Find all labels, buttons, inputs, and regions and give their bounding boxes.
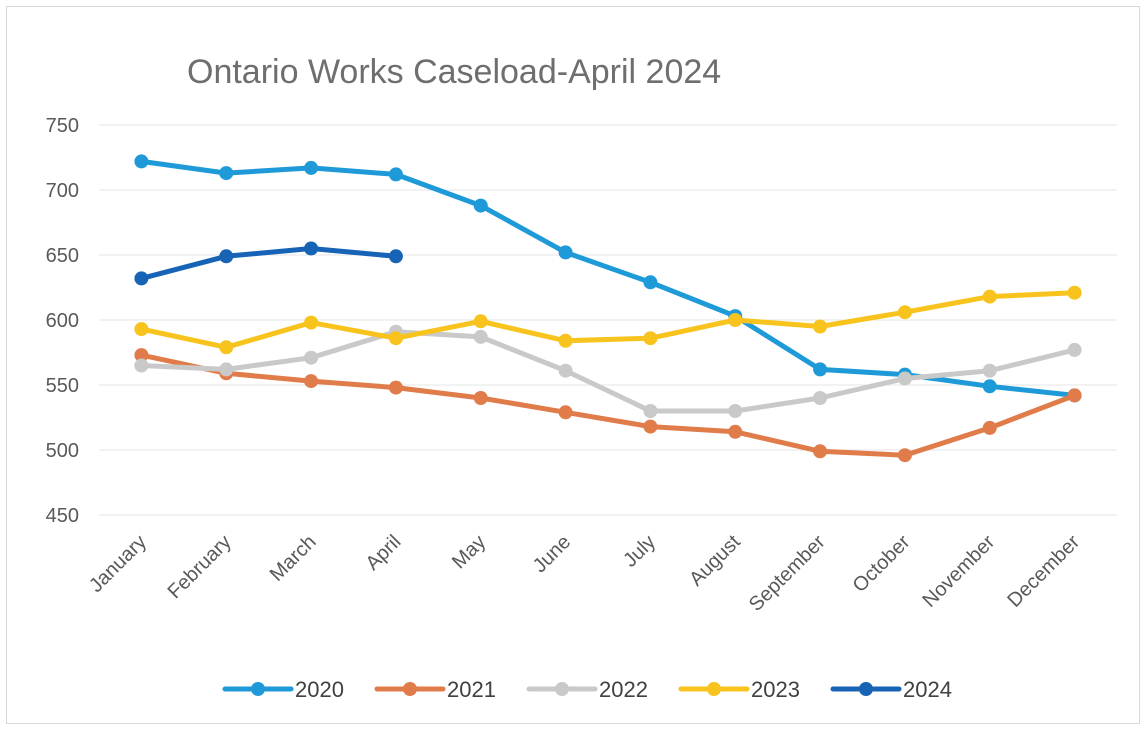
data-point (728, 404, 743, 418)
x-tick-label: November (918, 531, 999, 612)
x-tick-label: September (745, 531, 830, 616)
data-point (219, 362, 234, 377)
data-point (388, 249, 403, 264)
legend-item: 2024 (830, 677, 952, 702)
series-2024 (134, 241, 403, 286)
data-point (982, 363, 997, 378)
data-point (897, 448, 912, 463)
data-point (219, 166, 234, 181)
data-point (897, 371, 912, 386)
y-tick-label: 700 (46, 180, 79, 202)
legend-swatch-marker (859, 682, 873, 696)
x-tick-label: March (266, 531, 321, 586)
y-tick-label: 750 (46, 115, 79, 137)
y-tick-label: 650 (46, 245, 79, 267)
data-point (304, 315, 319, 330)
data-point (558, 245, 573, 260)
data-point (558, 333, 573, 348)
data-point (1067, 388, 1082, 403)
data-point (643, 331, 658, 346)
data-point (388, 380, 403, 395)
legend-label: 2022 (599, 677, 648, 702)
data-point (134, 154, 149, 169)
data-point (388, 167, 403, 182)
series-line (138, 246, 399, 281)
series-lines (134, 154, 1082, 463)
legend-item: 2022 (526, 677, 648, 702)
x-tick-label: June (529, 531, 575, 577)
series-2021 (134, 348, 1082, 463)
y-tick-label: 450 (46, 505, 79, 527)
y-axis-ticks: 450 500 550 600 650 700 750 (46, 115, 79, 527)
data-point (643, 404, 658, 418)
data-point (304, 350, 319, 365)
data-point (219, 340, 234, 355)
data-point (1067, 342, 1082, 357)
legend-label: 2020 (295, 677, 344, 702)
chart-frame: Ontario Works Caseload-April 2024 450 500… (6, 6, 1140, 724)
data-point (558, 405, 573, 420)
chart-title: Ontario Works Caseload-April 2024 (187, 53, 721, 91)
data-point (558, 363, 573, 378)
legend-item: 2021 (374, 677, 496, 702)
legend-swatch-marker (403, 682, 417, 696)
data-point (388, 331, 403, 346)
series-2022 (134, 324, 1082, 418)
legend-label: 2024 (903, 677, 952, 702)
legend: 2020 2021 2022 2023 2024 (222, 677, 952, 702)
series-2023 (134, 285, 1082, 355)
series-line (138, 290, 1078, 350)
x-tick-label: February (164, 531, 236, 603)
data-point (134, 358, 149, 373)
data-point (473, 314, 488, 329)
y-tick-label: 500 (46, 440, 79, 462)
data-point (897, 305, 912, 320)
legend-swatch-marker (707, 682, 721, 696)
legend-swatch-marker (555, 682, 569, 696)
data-point (813, 444, 828, 459)
x-tick-label: January (85, 531, 151, 597)
legend-item: 2023 (678, 677, 800, 702)
data-point (813, 319, 828, 334)
legend-swatch-marker (251, 682, 265, 696)
legend-label: 2023 (751, 677, 800, 702)
series-line (138, 352, 1078, 458)
data-point (304, 241, 319, 256)
data-point (982, 420, 997, 435)
x-tick-label: October (849, 531, 915, 597)
data-point (643, 419, 658, 434)
x-axis-ticks: January February March April May June July Augu… (85, 531, 1084, 616)
data-point (728, 313, 743, 327)
legend-item: 2020 (222, 677, 344, 702)
data-point (134, 322, 149, 337)
legend-label: 2021 (447, 677, 496, 702)
data-point (982, 379, 997, 394)
data-point (473, 198, 488, 213)
data-point (643, 275, 658, 290)
data-point (304, 374, 319, 389)
data-point (473, 391, 488, 405)
x-tick-label: April (362, 531, 406, 575)
x-tick-label: May (448, 531, 490, 573)
data-point (982, 289, 997, 304)
y-tick-label: 550 (46, 375, 79, 397)
x-tick-label: July (619, 531, 660, 572)
data-point (1067, 285, 1082, 300)
data-point (728, 424, 743, 439)
series-line (138, 329, 1078, 414)
data-point (473, 329, 488, 344)
data-point (134, 348, 149, 363)
x-tick-label: December (1003, 531, 1084, 612)
data-point (134, 271, 149, 286)
data-point (219, 249, 234, 264)
line-chart: Ontario Works Caseload-April 2024 450 500… (46, 53, 1117, 702)
data-point (813, 362, 828, 377)
y-tick-label: 600 (46, 310, 79, 332)
data-point (304, 160, 319, 175)
data-point (813, 391, 828, 405)
x-tick-label: August (685, 531, 745, 591)
series-2020 (134, 154, 1082, 403)
gridlines (99, 124, 1117, 516)
